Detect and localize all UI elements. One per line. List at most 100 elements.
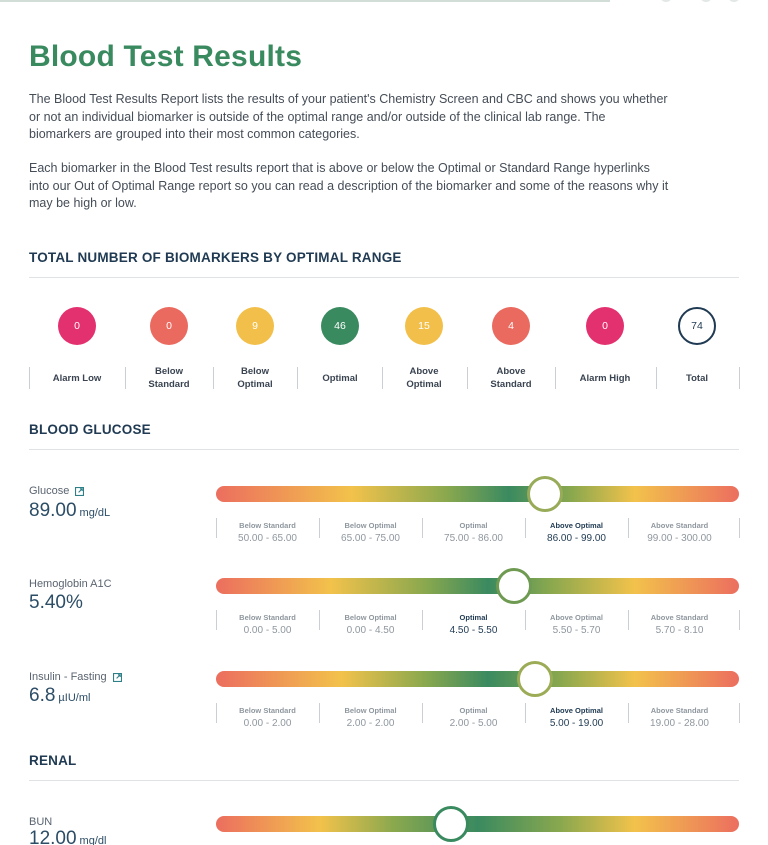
biomarker-value: 89.00 mg/dL (29, 500, 110, 522)
biomarker-name[interactable]: Glucose (29, 485, 85, 497)
biomarker-name[interactable]: Insulin - Fasting (29, 671, 122, 683)
biomarker-value-number: 12.00 (29, 828, 77, 845)
top-partial-icon (660, 0, 672, 2)
range-value: 4.50 - 5.50 (449, 625, 498, 636)
section-heading-blood-glucose: BLOOD GLUCOSE (29, 422, 151, 437)
range-label: Below Optimal (344, 706, 397, 715)
section-divider (29, 449, 739, 450)
range-value: 5.50 - 5.70 (552, 625, 601, 636)
summary-category-label: Below Optimal (237, 366, 273, 390)
summary-count-circle: 0 (586, 307, 624, 345)
biomarker-unit: µIU/ml (58, 692, 91, 704)
range-label: Optimal (459, 613, 488, 622)
range-bar (216, 816, 739, 832)
summary-divider (125, 367, 126, 389)
range-divider (216, 703, 217, 723)
biomarker-value: 12.00 mg/dl (29, 828, 106, 845)
biomarker-name-text: BUN (29, 816, 53, 828)
page-title: Blood Test Results (29, 40, 303, 73)
summary-category-label: Alarm Low (52, 373, 102, 384)
biomarker-name-text: Glucose (29, 485, 70, 497)
external-link-icon[interactable] (75, 486, 85, 496)
range-value: 75.00 - 86.00 (444, 533, 503, 544)
range-label: Above Optimal (550, 521, 603, 530)
top-partial-icon (728, 0, 740, 2)
range-bar (216, 578, 739, 594)
range-divider (216, 610, 217, 630)
range-value: 0.00 - 4.50 (346, 625, 395, 636)
summary-heading: TOTAL NUMBER OF BIOMARKERS BY OPTIMAL RA… (29, 250, 402, 265)
value-indicator (496, 568, 533, 604)
biomarker-name: BUN (29, 816, 52, 828)
range-bar (216, 671, 739, 687)
summary-count-circle: 0 (150, 307, 188, 345)
range-divider (422, 703, 423, 723)
range-divider (739, 610, 740, 630)
range-label: Above Standard (650, 521, 709, 530)
external-link-icon[interactable] (112, 672, 122, 682)
range-divider (319, 703, 320, 723)
range-divider (628, 610, 629, 630)
summary-divider (213, 367, 214, 389)
range-label: Below Optimal (344, 613, 397, 622)
range-bar (216, 486, 739, 502)
range-label: Above Standard (650, 613, 709, 622)
range-divider (739, 703, 740, 723)
range-label: Optimal (459, 706, 488, 715)
range-value: 2.00 - 5.00 (449, 718, 498, 729)
range-divider (422, 610, 423, 630)
biomarker-value-number: 6.8 (29, 685, 56, 706)
range-label: Below Standard (239, 521, 296, 530)
summary-divider (297, 367, 298, 389)
range-divider (319, 610, 320, 630)
range-divider (422, 518, 423, 538)
range-value: 50.00 - 65.00 (238, 533, 297, 544)
range-label: Optimal (459, 521, 488, 530)
value-indicator (433, 806, 470, 842)
range-label: Below Optimal (344, 521, 397, 530)
range-label: Below Standard (239, 613, 296, 622)
range-divider (525, 518, 526, 538)
biomarker-name: Hemoglobin A1C (29, 578, 112, 590)
range-value: 65.00 - 75.00 (341, 533, 400, 544)
range-value: 5.70 - 8.10 (655, 625, 704, 636)
biomarker-value-number: 5.40% (29, 592, 83, 613)
biomarker-value: 5.40% (29, 592, 83, 614)
range-label: Above Optimal (550, 613, 603, 622)
section-heading-renal: RENAL (29, 753, 77, 768)
summary-category-label: Total (686, 373, 708, 384)
range-value: 0.00 - 2.00 (243, 718, 292, 729)
range-divider (319, 518, 320, 538)
summary-divider (555, 367, 556, 389)
intro-paragraph: Each biomarker in the Blood Test results… (29, 161, 669, 210)
section-divider (29, 780, 739, 781)
range-label: Below Standard (239, 706, 296, 715)
range-divider (216, 518, 217, 538)
range-value: 19.00 - 28.00 (650, 718, 709, 729)
range-divider (525, 610, 526, 630)
summary-divider (382, 367, 383, 389)
summary-count-circle: 0 (58, 307, 96, 345)
range-divider (525, 703, 526, 723)
range-value: 0.00 - 5.00 (243, 625, 292, 636)
biomarker-value-number: 89.00 (29, 500, 77, 521)
top-divider (0, 0, 610, 2)
section-divider (29, 277, 739, 278)
intro-paragraph: The Blood Test Results Report lists the … (29, 92, 668, 141)
summary-divider (467, 367, 468, 389)
range-label: Above Optimal (550, 706, 603, 715)
summary-count-circle: 4 (492, 307, 530, 345)
range-value: 2.00 - 2.00 (346, 718, 395, 729)
summary-count-circle: 74 (678, 307, 716, 345)
summary-divider (739, 367, 740, 389)
summary-divider (29, 367, 30, 389)
range-value: 99.00 - 300.00 (647, 533, 712, 544)
biomarker-name-text: Insulin - Fasting (29, 671, 107, 683)
biomarker-value: 6.8 µIU/ml (29, 685, 90, 707)
range-divider (739, 518, 740, 538)
summary-count-circle: 9 (236, 307, 274, 345)
summary-count-circle: 15 (405, 307, 443, 345)
summary-category-label: Alarm High (579, 373, 631, 384)
top-partial-icon (700, 0, 712, 2)
summary-divider (656, 367, 657, 389)
